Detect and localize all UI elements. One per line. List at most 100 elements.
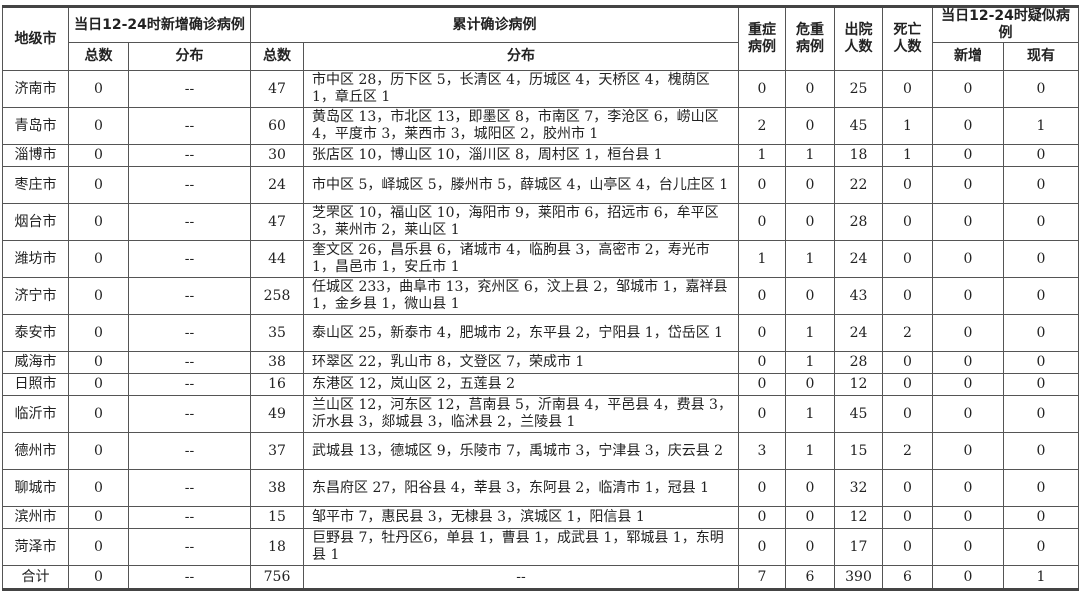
- cell-severe: 0: [738, 314, 786, 352]
- cell-s-new: 0: [932, 314, 1004, 352]
- cell-cum-total: 30: [250, 144, 304, 167]
- table-row: 泰安市 0 -- 35 泰山区 25，新泰市 4，肥城市 2，东平县 2，宁阳县 1，岱…: [2, 314, 1079, 352]
- cell-city: 德州市: [2, 432, 69, 470]
- header-suspect-group: 当日12-24时疑似病例: [932, 6, 1079, 43]
- cell-cum-dist: 兰山区 12，河东区 12，莒南县 5，沂南县 4，平邑县 4，费县 3，沂水县…: [303, 395, 739, 433]
- cell-city: 济南市: [2, 70, 69, 108]
- cell-s-cur: 0: [1003, 395, 1079, 433]
- cell-cum-dist: 巨野县 7，牡丹区6，单县 1，曹县 1，成武县 1，郓城县 1，东明县 1: [303, 528, 739, 566]
- cell-s-cur: 0: [1003, 203, 1079, 241]
- cell-deaths: 1: [882, 107, 933, 145]
- cell-new-dist: --: [128, 203, 251, 241]
- cell-s-new: 0: [932, 144, 1004, 167]
- cell-new-dist: --: [128, 70, 251, 108]
- cell-cum-total: 38: [250, 469, 304, 507]
- cell-critical: 1: [785, 240, 835, 278]
- cell-severe: 1: [738, 144, 786, 167]
- cell-s-new: 0: [932, 240, 1004, 278]
- cell-discharged: 43: [834, 277, 883, 315]
- cell-new-dist: --: [128, 506, 251, 529]
- cell-cum-total: 47: [250, 203, 304, 241]
- cell-cum-dist: 邹平市 7，惠民县 3，无棣县 3，滨城区 1，阳信县 1: [303, 506, 739, 529]
- cell-city: 青岛市: [2, 107, 69, 145]
- cell-city: 淄博市: [2, 144, 69, 167]
- cell-deaths: 2: [882, 432, 933, 470]
- cell-s-new: 0: [932, 70, 1004, 108]
- cell-severe: 0: [738, 70, 786, 108]
- cell-severe: 0: [738, 506, 786, 529]
- cell-city: 烟台市: [2, 203, 69, 241]
- cell-critical: 0: [785, 203, 835, 241]
- cell-critical: 0: [785, 166, 835, 204]
- header-critical: 危重病例: [785, 6, 835, 71]
- cell-critical: 0: [785, 506, 835, 529]
- cell-critical: 1: [785, 395, 835, 433]
- cell-new-total: 0: [68, 395, 129, 433]
- cell-critical: 1: [785, 144, 835, 167]
- cell-deaths: 0: [882, 506, 933, 529]
- header-cum-group: 累计确诊病例: [250, 6, 739, 43]
- cell-new-dist: --: [128, 107, 251, 145]
- cell-new-dist: --: [128, 469, 251, 507]
- table-row: 聊城市 0 -- 38 东昌府区 27，阳谷县 4，莘县 3，东阿县 2，临清市 1，冠…: [2, 469, 1079, 507]
- cell-severe: 2: [738, 107, 786, 145]
- table-row: 烟台市 0 -- 47 芝罘区 10，福山区 10，海阳市 9，莱阳市 6，招远市 6，…: [2, 203, 1079, 241]
- table-row: 济宁市 0 -- 258 任城区 233，曲阜市 13，兖州区 6，汶上县 2，邹城市 …: [2, 277, 1079, 315]
- cell-discharged: 45: [834, 395, 883, 433]
- cell-s-new: 0: [932, 469, 1004, 507]
- cell-s-cur: 0: [1003, 351, 1079, 374]
- cell-new-total: 0: [68, 166, 129, 204]
- cell-discharged: 22: [834, 166, 883, 204]
- cell-new-total: 0: [68, 351, 129, 374]
- cell-s-new: 0: [932, 528, 1004, 566]
- cell-discharged: 32: [834, 469, 883, 507]
- cell-new-dist: --: [128, 432, 251, 470]
- cell-cum-dist: 黄岛区 13，市北区 13，即墨区 8，市南区 7，李沧区 6，崂山区 4，平度…: [303, 107, 739, 145]
- cell-cum-total: 24: [250, 166, 304, 204]
- header-suspect-current: 现有: [1003, 42, 1079, 71]
- table-row: 潍坊市 0 -- 44 奎文区 26，昌乐县 6，诸城市 4，临朐县 3，高密市 2，寿…: [2, 240, 1079, 278]
- cell-discharged: 12: [834, 373, 883, 396]
- cell-discharged: 17: [834, 528, 883, 566]
- cell-severe: 1: [738, 240, 786, 278]
- cell-cum-dist: 市中区 5，峄城区 5，滕州市 5，薛城区 4，山亭区 4，台儿庄区 1: [303, 166, 739, 204]
- header-new-dist: 分布: [128, 42, 251, 71]
- cell-cum-total: 47: [250, 70, 304, 108]
- cell-critical: 1: [785, 314, 835, 352]
- cell-cum-dist: 奎文区 26，昌乐县 6，诸城市 4，临朐县 3，高密市 2，寿光市 1，昌邑市…: [303, 240, 739, 278]
- table-row: 威海市 0 -- 38 环翠区 22，乳山市 8，文登区 7，荣成市 1 0 1 28 0 0 0: [2, 351, 1079, 374]
- cell-s-new: 0: [932, 432, 1004, 470]
- cell-cum-total: 49: [250, 395, 304, 433]
- cell-new-total: 0: [68, 373, 129, 396]
- cell-critical: 0: [785, 107, 835, 145]
- table-row: 枣庄市 0 -- 24 市中区 5，峄城区 5，滕州市 5，薛城区 4，山亭区 4，台儿…: [2, 166, 1079, 204]
- cell-deaths: 0: [882, 528, 933, 566]
- cell-new-dist: --: [128, 528, 251, 566]
- cell-critical: 0: [785, 528, 835, 566]
- cell-discharged: 18: [834, 144, 883, 167]
- table-row: 临沂市 0 -- 49 兰山区 12，河东区 12，莒南县 5，沂南县 4，平邑县 4，…: [2, 395, 1079, 433]
- cell-cum-total: 38: [250, 351, 304, 374]
- header-discharged: 出院人数: [834, 6, 883, 71]
- cell-discharged: 12: [834, 506, 883, 529]
- cell-new-dist: --: [128, 351, 251, 374]
- cell-cum-total: 35: [250, 314, 304, 352]
- cell-new-dist: --: [128, 277, 251, 315]
- cell-new-dist: --: [128, 240, 251, 278]
- header-cum-dist: 分布: [303, 42, 739, 71]
- cell-discharged: 25: [834, 70, 883, 108]
- cell-deaths: 0: [882, 277, 933, 315]
- cell-new-dist: --: [128, 395, 251, 433]
- cell-new-total: 0: [68, 506, 129, 529]
- table-row: 青岛市 0 -- 60 黄岛区 13，市北区 13，即墨区 8，市南区 7，李沧区 6，…: [2, 107, 1079, 145]
- cell-severe: 0: [738, 203, 786, 241]
- table-row: 日照市 0 -- 16 东港区 12，岚山区 2，五莲县 2 0 0 12 0 0 0: [2, 373, 1079, 396]
- cell-new-total: 0: [68, 528, 129, 566]
- table-row: 德州市 0 -- 37 武城县 13，德城区 9，乐陵市 7，禹城市 3，宁津县 3，庆…: [2, 432, 1079, 470]
- table-row: 菏泽市 0 -- 18 巨野县 7，牡丹区6，单县 1，曹县 1，成武县 1，郓城县 1…: [2, 528, 1079, 566]
- cell-deaths: 1: [882, 144, 933, 167]
- cell-s-new: 0: [932, 277, 1004, 315]
- cell-new-total: 0: [68, 277, 129, 315]
- cell-s-cur: 0: [1003, 144, 1079, 167]
